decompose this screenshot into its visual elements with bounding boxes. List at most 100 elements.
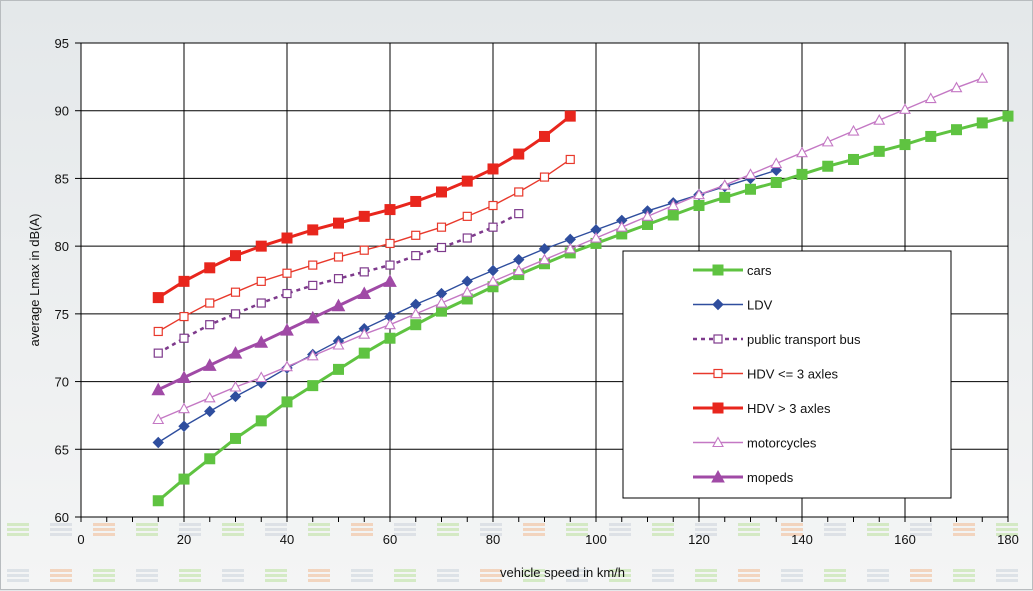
y-tick-label: 70 — [55, 375, 69, 390]
data-point — [204, 262, 216, 274]
y-axis-title: average Lmax in dB(A) — [27, 214, 42, 347]
decor-stripe — [7, 523, 29, 536]
decor-stripe — [93, 523, 115, 536]
data-point — [514, 209, 524, 219]
data-point — [358, 210, 370, 222]
decor-stripe-bar — [7, 528, 29, 531]
data-point — [436, 305, 447, 317]
decor-stripe-bar — [566, 569, 588, 572]
data-point — [383, 274, 397, 287]
decor-stripe — [437, 569, 459, 582]
data-point — [976, 72, 989, 83]
data-point — [281, 360, 293, 372]
data-point — [847, 124, 860, 136]
decor-stripe-bar — [480, 579, 502, 582]
data-point — [255, 240, 267, 252]
decor-stripe-bar — [136, 569, 158, 572]
legend-swatch-marker — [712, 402, 724, 414]
data-point — [256, 298, 266, 308]
decor-stripe — [609, 523, 631, 536]
data-point — [462, 233, 472, 243]
decor-stripe-bar — [652, 523, 674, 526]
data-point — [719, 191, 731, 203]
decor-stripe-bar — [867, 579, 889, 582]
x-tick-label: 40 — [280, 532, 294, 547]
y-tick-label: 65 — [55, 442, 69, 457]
data-point — [256, 276, 266, 286]
decor-stripe-bar — [996, 533, 1018, 536]
data-point — [385, 260, 395, 270]
decor-stripe — [136, 569, 158, 582]
data-point — [306, 349, 319, 361]
decor-stripe-bar — [351, 523, 373, 526]
decor-stripe — [480, 569, 502, 582]
data-point — [590, 231, 602, 243]
decor-stripe — [609, 569, 631, 582]
data-point — [873, 114, 886, 125]
y-tick-label: 75 — [55, 307, 69, 322]
decor-stripe-bar — [50, 569, 72, 572]
decor-stripe-bar — [93, 569, 115, 572]
data-point — [308, 280, 318, 291]
data-point — [179, 311, 189, 322]
decor-stripe — [265, 523, 287, 536]
decor-stripe — [308, 569, 330, 582]
legend-swatch-marker — [713, 334, 723, 344]
decor-stripe — [222, 523, 244, 536]
data-point — [281, 232, 293, 244]
decor-stripe-bar — [695, 569, 717, 572]
legend-swatch-marker — [711, 469, 725, 483]
decor-stripe — [50, 569, 72, 582]
decor-stripe-bar — [738, 528, 760, 531]
decor-stripe — [781, 523, 803, 536]
decor-stripe-bar — [222, 579, 244, 582]
legend-item: public transport bus — [693, 332, 861, 347]
data-point — [410, 195, 422, 207]
decor-stripe — [136, 523, 158, 536]
decor-stripe-bar — [222, 533, 244, 536]
data-point — [899, 139, 911, 151]
data-point — [436, 222, 447, 232]
data-point — [667, 209, 679, 221]
decor-stripe-bar — [394, 574, 416, 577]
decor-stripe-bar — [394, 523, 416, 526]
y-tick-label: 95 — [55, 36, 69, 51]
decor-stripe-bar — [867, 533, 889, 536]
decor-stripe — [7, 569, 29, 582]
data-point — [177, 370, 191, 384]
data-point — [1002, 110, 1014, 122]
x-tick-label: 20 — [177, 532, 191, 547]
decor-stripe-bar — [996, 523, 1018, 526]
decor-stripe-bar — [480, 574, 502, 577]
decor-stripe — [222, 569, 244, 582]
decor-stripe-bar — [265, 579, 287, 582]
data-point — [642, 218, 653, 230]
legend-swatch-marker — [712, 298, 724, 311]
data-point — [848, 153, 859, 165]
decor-stripe-bar — [222, 574, 244, 577]
decor-stripe-bar — [179, 574, 201, 577]
data-point — [358, 347, 370, 359]
y-tick-label: 85 — [55, 171, 69, 186]
x-tick-label: 120 — [688, 532, 710, 547]
decor-stripe-bar — [308, 523, 330, 526]
decor-stripe-bar — [867, 569, 889, 572]
decor-stripe — [351, 569, 373, 582]
decor-stripe-bar — [265, 533, 287, 536]
decor-stripe — [179, 569, 201, 582]
decor-stripe-bar — [609, 569, 631, 572]
decor-stripe-bar — [652, 533, 674, 536]
series-layer — [151, 72, 1014, 507]
data-point — [873, 145, 885, 157]
decor-stripe-bar — [910, 528, 932, 531]
data-point — [538, 253, 551, 265]
data-point — [951, 124, 962, 136]
y-tick-label: 90 — [55, 104, 69, 119]
series-line — [157, 279, 391, 392]
decor-stripe-bar — [394, 579, 416, 582]
decor-stripe-bar — [50, 533, 72, 536]
data-point — [228, 346, 243, 359]
data-point — [461, 286, 474, 297]
decor-stripe-bar — [738, 533, 760, 536]
